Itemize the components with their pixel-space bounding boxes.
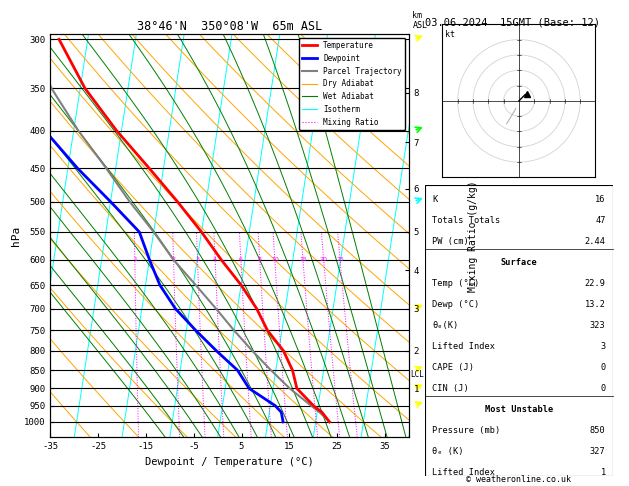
- Text: 03.06.2024  15GMT (Base: 12): 03.06.2024 15GMT (Base: 12): [425, 17, 599, 27]
- Text: 1: 1: [133, 257, 136, 262]
- Text: 2.44: 2.44: [585, 237, 606, 246]
- Text: Pressure (mb): Pressure (mb): [432, 426, 501, 435]
- Legend: Temperature, Dewpoint, Parcel Trajectory, Dry Adiabat, Wet Adiabat, Isotherm, Mi: Temperature, Dewpoint, Parcel Trajectory…: [299, 38, 405, 130]
- X-axis label: Dewpoint / Temperature (°C): Dewpoint / Temperature (°C): [145, 457, 314, 467]
- Text: 6: 6: [239, 257, 243, 262]
- Text: 13.2: 13.2: [585, 300, 606, 309]
- Text: Most Unstable: Most Unstable: [485, 405, 553, 414]
- Text: 20: 20: [320, 257, 328, 262]
- Y-axis label: hPa: hPa: [11, 226, 21, 246]
- Text: 16: 16: [595, 195, 606, 204]
- Text: 850: 850: [590, 426, 606, 435]
- Text: 0: 0: [601, 384, 606, 393]
- Text: 2: 2: [172, 257, 175, 262]
- Text: 323: 323: [590, 321, 606, 330]
- Text: LCL: LCL: [410, 370, 424, 379]
- Text: θₑ (K): θₑ (K): [432, 447, 464, 456]
- Text: 25: 25: [336, 257, 344, 262]
- Text: CIN (J): CIN (J): [432, 384, 469, 393]
- Text: 22.9: 22.9: [585, 279, 606, 288]
- Text: 8: 8: [258, 257, 262, 262]
- Text: K: K: [432, 195, 437, 204]
- Text: 15: 15: [299, 257, 307, 262]
- Text: Dewp (°C): Dewp (°C): [432, 300, 479, 309]
- Text: 10: 10: [271, 257, 279, 262]
- Text: PW (cm): PW (cm): [432, 237, 469, 246]
- Text: Temp (°C): Temp (°C): [432, 279, 479, 288]
- Text: Lifted Index: Lifted Index: [432, 342, 495, 351]
- Text: Totals Totals: Totals Totals: [432, 216, 501, 225]
- Text: θₑ(K): θₑ(K): [432, 321, 459, 330]
- Text: 0: 0: [601, 363, 606, 372]
- Text: km
ASL: km ASL: [413, 11, 428, 30]
- Text: 3: 3: [601, 342, 606, 351]
- Text: Surface: Surface: [501, 258, 537, 267]
- Title: 38°46'N  350°08'W  65m ASL: 38°46'N 350°08'W 65m ASL: [137, 20, 322, 33]
- Y-axis label: Mixing Ratio (g/kg): Mixing Ratio (g/kg): [468, 180, 477, 292]
- Text: CAPE (J): CAPE (J): [432, 363, 474, 372]
- Text: kt: kt: [445, 31, 455, 39]
- Text: © weatheronline.co.uk: © weatheronline.co.uk: [467, 474, 571, 484]
- Text: Lifted Index: Lifted Index: [432, 468, 495, 477]
- Text: 47: 47: [595, 216, 606, 225]
- Text: 327: 327: [590, 447, 606, 456]
- Text: 4: 4: [213, 257, 217, 262]
- Text: 1: 1: [601, 468, 606, 477]
- Text: 3: 3: [196, 257, 199, 262]
